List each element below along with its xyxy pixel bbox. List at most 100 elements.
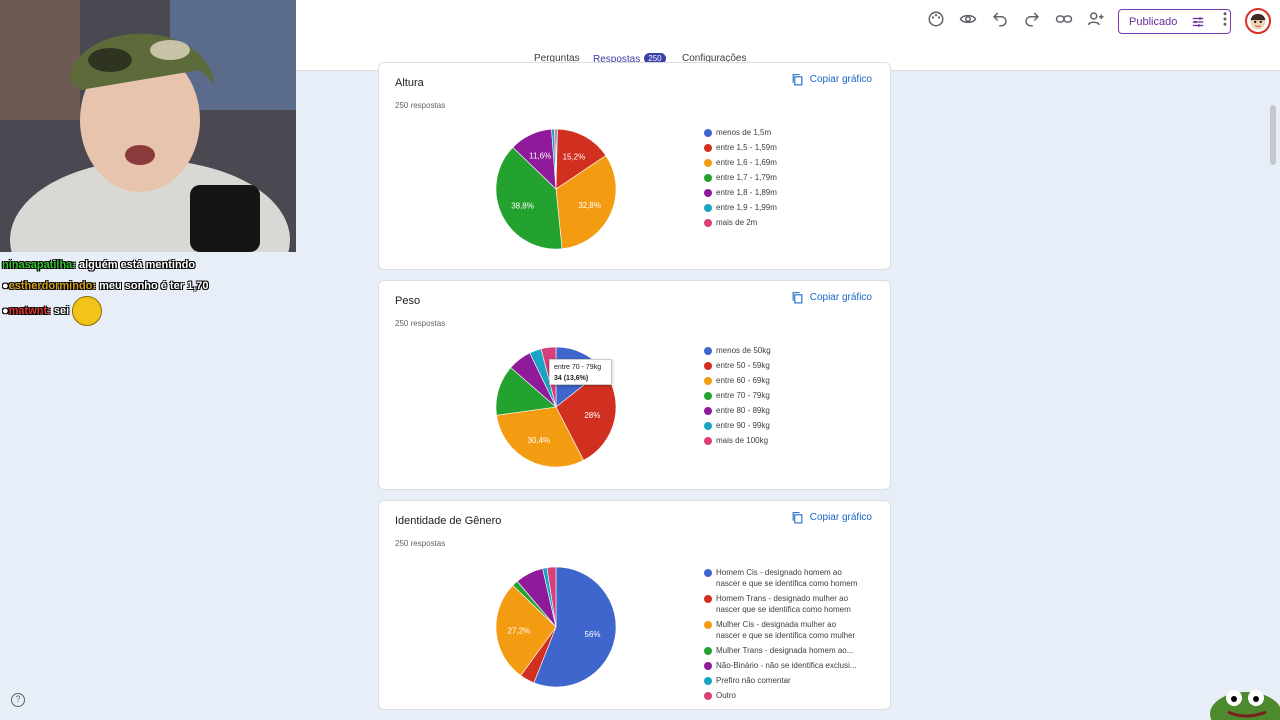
legend-label: Outro <box>716 691 737 700</box>
legend-item[interactable]: menos de 1,5m <box>704 127 777 138</box>
add-collaborator-icon[interactable] <box>1080 5 1112 33</box>
emote-icon <box>72 296 103 326</box>
legend-swatch <box>704 437 712 445</box>
copy-chart-label: Copiar gráfico <box>809 512 872 523</box>
link-icon[interactable] <box>1048 5 1080 33</box>
copy-icon <box>792 292 803 304</box>
legend-label: entre 1,8 - 1,89m <box>716 188 777 197</box>
legend-item[interactable]: mais de 2m <box>704 217 777 228</box>
badge-icon: ● <box>2 305 9 317</box>
question-title: Peso <box>395 295 421 307</box>
legend-label: mais de 2m <box>716 218 758 227</box>
chart-card-peso: Peso 250 respostas Copiar gráfico 14,4%2… <box>378 280 891 490</box>
legend-altura: menos de 1,5m entre 1,5 - 1,59m entre 1,6 … <box>704 127 777 232</box>
legend-item[interactable]: Prefiro não comentar <box>704 675 857 686</box>
legend-label: menos de 1,5m <box>716 128 772 137</box>
legend-item[interactable]: entre 1,5 - 1,59m <box>704 142 777 153</box>
legend-item[interactable]: entre 90 - 99kg <box>704 420 771 431</box>
legend-item[interactable]: menos de 50kg <box>704 345 771 356</box>
chart-card-altura: Altura 250 respostas Copiar gráfico 15,2… <box>378 62 891 270</box>
legend-item[interactable]: Mulher Trans - designada homem ao... <box>704 645 857 656</box>
help-icon[interactable]: ? <box>11 693 25 707</box>
slice-label: 32,8% <box>578 201 601 210</box>
pie-slice[interactable] <box>496 406 584 468</box>
legend-swatch <box>704 129 712 137</box>
response-count: 250 respostas <box>395 539 446 548</box>
copy-chart-button[interactable]: Copiar gráfico <box>791 291 872 304</box>
question-title: Altura <box>395 77 424 89</box>
legend-item[interactable]: entre 70 - 79kg <box>704 390 771 401</box>
legend-item[interactable]: Homem Trans - designado mulher ao nascer … <box>704 593 857 615</box>
slice-label: 15,2% <box>563 152 586 161</box>
pie-slice[interactable] <box>495 584 557 676</box>
more-icon[interactable] <box>1209 5 1241 33</box>
legend-item[interactable]: Mulher Cis - designada mulher ao nascer e… <box>704 619 857 641</box>
legend-swatch <box>704 362 712 370</box>
legend-item[interactable]: Outro <box>704 690 857 701</box>
legend-label: entre 1,5 - 1,59m <box>716 143 777 152</box>
legend-item[interactable]: entre 50 - 59kg <box>704 360 771 371</box>
legend-label: entre 60 - 69kg <box>716 376 770 385</box>
copy-chart-button[interactable]: Copiar gráfico <box>791 511 872 524</box>
legend-label: menos de 50kg <box>716 346 771 355</box>
preview-icon[interactable] <box>952 5 984 33</box>
pie-slice[interactable] <box>533 566 617 688</box>
chat-username: matwnt: <box>8 305 51 317</box>
pie-chart-altura[interactable]: 15,2% 32,8% 38,8% 11,6% <box>494 127 618 251</box>
slice-label: 28% <box>584 411 600 420</box>
legend-swatch <box>704 569 712 577</box>
legend-item[interactable]: entre 80 - 89kg <box>704 405 771 416</box>
chat-message: ● estherdormindo: meu sonho é ter 1,70 <box>2 275 209 296</box>
legend-label: entre 70 - 79kg <box>716 391 770 400</box>
scrollbar[interactable] <box>1270 105 1276 165</box>
legend-label: entre 1,7 - 1,79m <box>716 173 777 182</box>
legend-label: entre 1,6 - 1,69m <box>716 158 777 167</box>
redo-icon[interactable] <box>1016 5 1048 33</box>
palette-icon[interactable] <box>920 5 952 33</box>
legend-item[interactable]: Não-Binário - não se identifica exclusi.… <box>704 660 857 671</box>
legend-swatch <box>704 692 712 700</box>
legend-item[interactable]: entre 60 - 69kg <box>704 375 771 386</box>
legend-item[interactable]: entre 1,6 - 1,69m <box>704 157 777 168</box>
avatar[interactable] <box>1245 8 1271 34</box>
legend-item[interactable]: entre 1,9 - 1,99m <box>704 202 777 213</box>
publish-label: Publicado <box>1129 15 1178 28</box>
settings-sliders-icon <box>1193 16 1204 27</box>
chat-message: ● matwnt: sei <box>2 296 209 326</box>
legend-swatch <box>704 204 712 212</box>
question-title: Identidade de Gênero <box>395 515 502 527</box>
legend-item[interactable]: mais de 100kg <box>704 435 771 446</box>
chat-text: sei <box>53 305 70 317</box>
tooltip-label: entre 70 - 79kg <box>554 364 602 371</box>
chat-username: ninasapatilha: <box>2 258 76 271</box>
legend-item[interactable]: entre 1,7 - 1,79m <box>704 172 777 183</box>
legend-identidade-genero: Homem Cis - designado homem ao nascer e q… <box>704 567 857 705</box>
copy-chart-button[interactable]: Copiar gráfico <box>791 73 872 86</box>
tab-configuracoes[interactable]: Configurações <box>682 53 747 64</box>
tab-perguntas[interactable]: Perguntas <box>534 53 580 64</box>
legend-swatch <box>704 647 712 655</box>
pie-chart-identidade-genero[interactable]: 56% 27,2% <box>494 565 618 689</box>
publish-button[interactable]: Publicado <box>1118 9 1231 34</box>
pie-slice[interactable] <box>495 146 563 250</box>
slice-label: 27,2% <box>508 626 531 635</box>
pie-slice[interactable] <box>555 155 617 250</box>
legend-item[interactable]: entre 1,8 - 1,89m <box>704 187 777 198</box>
legend-swatch <box>704 392 712 400</box>
pie-slice[interactable] <box>546 566 557 628</box>
legend-item[interactable]: Homem Cis - designado homem ao nascer e q… <box>704 567 857 589</box>
pie-slice[interactable] <box>555 128 607 190</box>
copy-icon <box>792 512 803 524</box>
legend-swatch <box>704 677 712 685</box>
chart-card-identidade-genero: Identidade de Gênero 250 respostas Copia… <box>378 500 891 710</box>
response-count: 250 respostas <box>395 101 446 110</box>
legend-swatch <box>704 144 712 152</box>
undo-icon[interactable] <box>984 5 1016 33</box>
tab-respostas[interactable]: Respostas 250 <box>593 53 666 65</box>
slice-label: 11,6% <box>529 151 551 160</box>
legend-label: Não-Binário - não se identifica exclusi.… <box>716 661 857 670</box>
legend-swatch <box>704 377 712 385</box>
legend-label: Prefiro não comentar <box>716 676 791 685</box>
pie-slice[interactable] <box>554 128 557 190</box>
tab-respostas-label: Respostas <box>593 54 641 65</box>
